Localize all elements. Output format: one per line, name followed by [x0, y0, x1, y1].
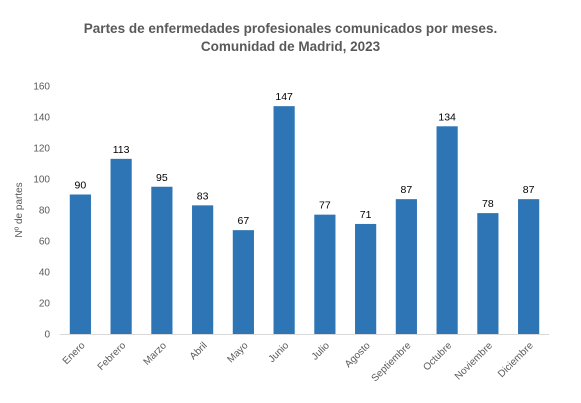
- bar: [192, 205, 214, 334]
- x-tick-label: Septiembre: [370, 340, 414, 384]
- y-tick-label: 0: [44, 330, 50, 341]
- y-tick-label: 20: [39, 299, 51, 310]
- y-tick-label: 100: [33, 175, 50, 186]
- y-tick-label: 160: [33, 82, 50, 93]
- y-axis: 0 20 40 60 80 100 120 140 160: [33, 82, 50, 341]
- bar: [273, 106, 295, 335]
- bar: [151, 186, 173, 334]
- bar: [355, 223, 377, 334]
- x-tick-label: Agosto: [343, 340, 373, 370]
- data-label: 78: [482, 198, 494, 210]
- x-tick-label: Julio: [310, 340, 333, 363]
- x-tick-label: Mayo: [225, 340, 250, 365]
- y-tick-label: 120: [33, 144, 50, 155]
- x-tick-label: Junio: [267, 340, 292, 365]
- y-tick-label: 60: [39, 237, 51, 248]
- data-label: 83: [197, 190, 209, 202]
- data-label: 95: [156, 172, 168, 184]
- bar: [314, 214, 336, 334]
- x-tick-label: Diciembre: [496, 340, 536, 380]
- bar: [69, 194, 91, 334]
- x-tick-label: Enero: [61, 340, 88, 367]
- data-label: 87: [401, 184, 413, 196]
- x-tick-label: Noviembre: [453, 340, 495, 382]
- data-label: 77: [319, 200, 331, 212]
- data-label: 90: [75, 180, 87, 192]
- y-tick-label: 80: [39, 206, 51, 217]
- bar: [477, 213, 499, 334]
- bar: [436, 126, 458, 334]
- chart-title: Partes de enfermedades profesionales com…: [0, 20, 581, 56]
- bar: [518, 199, 540, 334]
- data-label: 113: [113, 144, 130, 156]
- x-tick-label: Febrero: [96, 340, 129, 373]
- bars: 90 113 95 83 67 147 77 71 87 134 78 87: [69, 91, 540, 335]
- x-tick-label: Abril: [188, 340, 210, 362]
- data-label: 67: [238, 215, 250, 227]
- data-label: 134: [438, 111, 456, 123]
- bar: [110, 158, 132, 334]
- y-tick-label: 40: [39, 268, 51, 279]
- bar: [395, 199, 417, 334]
- y-tick-label: 140: [33, 113, 50, 124]
- y-axis-label: Nº de partes: [14, 182, 25, 237]
- x-axis: Enero Febrero Marzo Abril Mayo Junio Julio Agos…: [60, 334, 549, 384]
- data-label: 87: [523, 184, 535, 196]
- data-label: 71: [360, 209, 372, 221]
- bar: [232, 230, 254, 334]
- data-label: 147: [275, 91, 293, 103]
- x-tick-label: Octubre: [421, 340, 454, 373]
- chart-title-line-1: Partes de enfermedades profesionales com…: [83, 21, 498, 36]
- chart-title-line-2: Comunidad de Madrid, 2023: [200, 39, 381, 54]
- x-tick-label: Marzo: [142, 340, 170, 368]
